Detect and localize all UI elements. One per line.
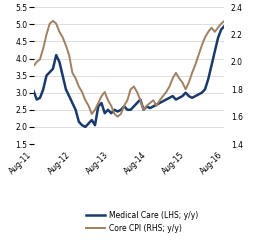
Legend: Medical Care (LHS; y/y), Core CPI (RHS; y/y): Medical Care (LHS; y/y), Core CPI (RHS; … — [83, 208, 201, 236]
